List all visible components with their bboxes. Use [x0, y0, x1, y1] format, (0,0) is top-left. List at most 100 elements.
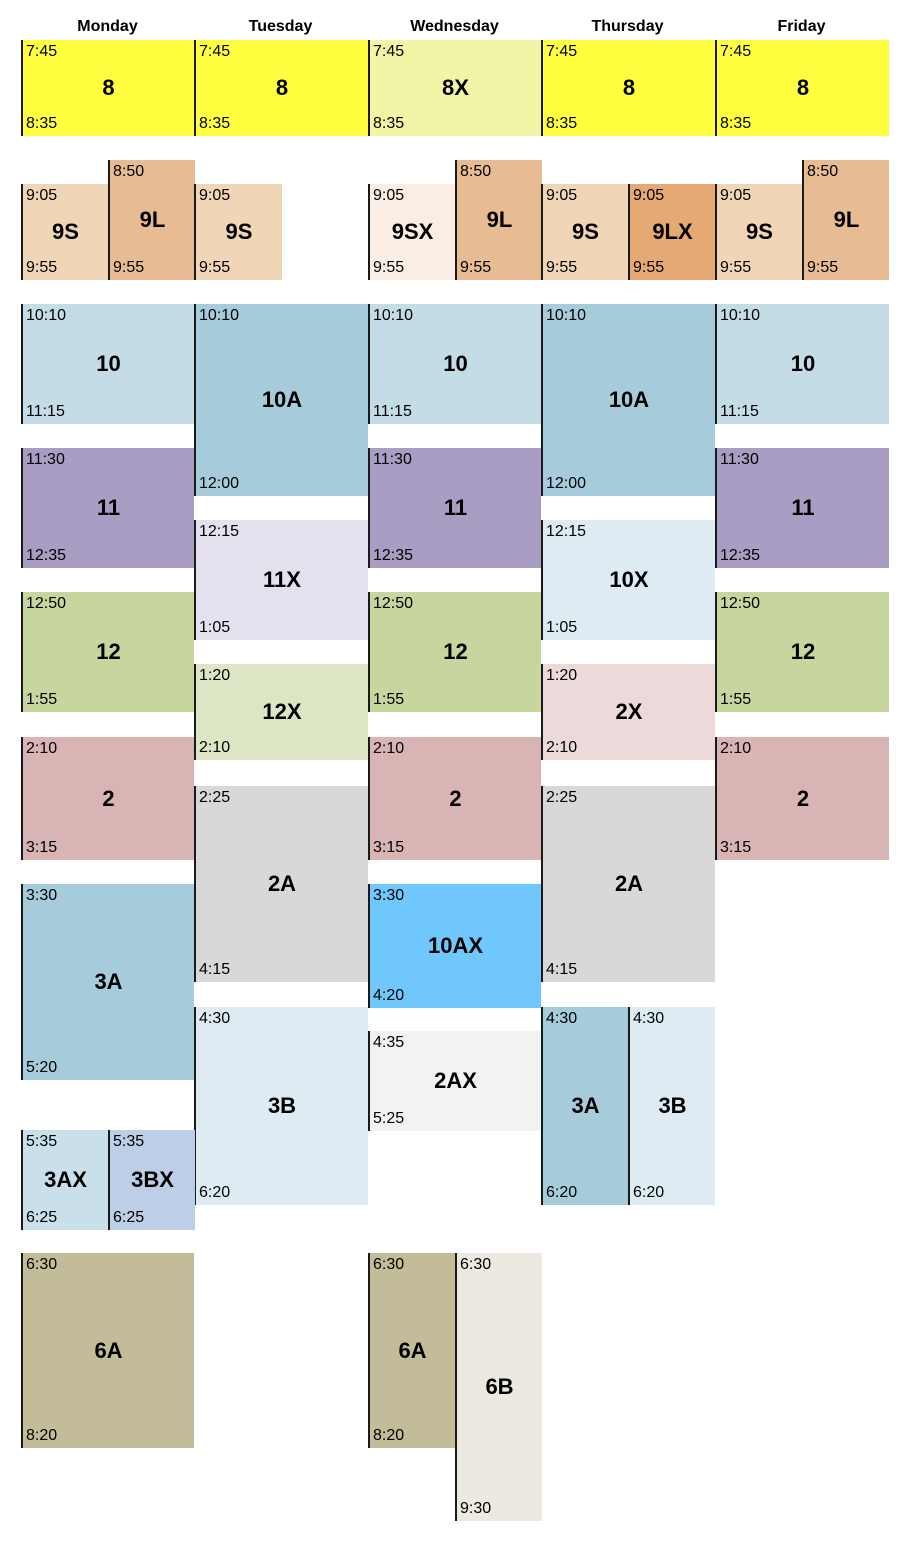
start-time: 12:15 [199, 523, 240, 540]
day-header-wednesday: Wednesday [410, 18, 499, 35]
schedule-block: 2:10 2 3:15 [21, 737, 194, 860]
start-time: 4:30 [633, 1010, 665, 1027]
end-time: 1:55 [720, 691, 752, 708]
schedule-block: 3:30 3A 5:20 [21, 884, 194, 1080]
end-time: 2:10 [199, 739, 231, 756]
block-label: 10A [261, 387, 303, 412]
start-time: 9:05 [373, 187, 405, 204]
schedule-block: 9:05 9LX 9:55 [628, 184, 715, 280]
end-time: 3:15 [720, 839, 752, 856]
block-label: 10 [790, 351, 816, 376]
start-time: 6:30 [26, 1256, 58, 1273]
start-time: 10:10 [546, 307, 587, 324]
end-time: 1:05 [199, 619, 231, 636]
day-header-thursday: Thursday [591, 18, 664, 35]
schedule-block: 9:05 9S 9:55 [21, 184, 108, 280]
start-time: 9:05 [26, 187, 58, 204]
start-time: 7:45 [720, 43, 752, 60]
block-label: 9L [486, 207, 513, 232]
start-time: 2:10 [26, 740, 58, 757]
start-time: 9:05 [633, 187, 665, 204]
schedule-block: 12:50 12 1:55 [715, 592, 889, 712]
schedule-block: 8:50 9L 9:55 [455, 160, 542, 280]
start-time: 12:50 [373, 595, 414, 612]
schedule-block: 2:25 2A 4:15 [541, 786, 715, 982]
end-time: 3:15 [373, 839, 405, 856]
block-label: 8 [796, 75, 810, 100]
start-time: 7:45 [546, 43, 578, 60]
end-time: 6:25 [26, 1209, 58, 1226]
schedule-block: 12:15 10X 1:05 [541, 520, 715, 640]
schedule-block: 7:45 8 8:35 [541, 40, 715, 136]
start-time: 4:35 [373, 1034, 405, 1051]
end-time: 12:00 [199, 475, 240, 492]
start-time: 6:30 [460, 1256, 492, 1273]
block-label: 9S [746, 219, 773, 244]
block-label: 3BX [131, 1167, 174, 1192]
block-label: 12 [443, 639, 468, 664]
schedule-block: 6:30 6A 8:20 [368, 1253, 455, 1448]
block-label: 9LX [652, 219, 693, 244]
schedule-block: 8:50 9L 9:55 [108, 160, 195, 280]
schedule-block: 9:05 9SX 9:55 [368, 184, 455, 280]
block-label: 8X [442, 75, 469, 100]
schedule-block: 9:05 9S 9:55 [194, 184, 282, 280]
start-time: 1:20 [199, 667, 231, 684]
schedule-block: 10:10 10 11:15 [715, 304, 889, 424]
block-label: 2A [614, 871, 644, 896]
start-time: 4:30 [199, 1010, 231, 1027]
schedule-block: 12:50 12 1:55 [368, 592, 541, 712]
schedule-block: 11:30 11 12:35 [715, 448, 889, 568]
schedule-block: 6:30 6A 8:20 [21, 1253, 194, 1448]
end-time: 12:35 [720, 547, 761, 564]
schedule-block: 12:15 11X 1:05 [194, 520, 368, 640]
end-time: 9:55 [113, 259, 145, 276]
schedule-block: 3:30 10AX 4:20 [368, 884, 541, 1008]
block-label: 2X [615, 699, 643, 724]
start-time: 6:30 [373, 1256, 405, 1273]
schedule-block: 7:45 8 8:35 [715, 40, 889, 136]
end-time: 6:20 [633, 1184, 665, 1201]
start-time: 11:30 [720, 451, 759, 468]
start-time: 11:30 [373, 451, 412, 468]
start-time: 8:50 [807, 163, 839, 180]
start-time: 7:45 [373, 43, 405, 60]
start-time: 1:20 [546, 667, 578, 684]
block-label: 11 [791, 495, 815, 520]
schedule-block: 7:45 8X 8:35 [368, 40, 541, 136]
schedule-block: 7:45 8 8:35 [194, 40, 368, 136]
start-time: 10:10 [373, 307, 414, 324]
day-header-friday: Friday [777, 18, 826, 35]
start-time: 2:25 [199, 789, 231, 806]
start-time: 2:10 [720, 740, 752, 757]
block-label: 2 [796, 785, 810, 811]
block-label: 12 [96, 639, 121, 664]
end-time: 11:15 [720, 403, 759, 420]
end-time: 1:05 [546, 619, 578, 636]
schedule-block: 8:50 9L 9:55 [802, 160, 889, 280]
schedule-block: 10:10 10 11:15 [368, 304, 541, 424]
schedule-block: 7:45 8 8:35 [21, 40, 194, 136]
end-time: 11:15 [26, 403, 65, 420]
schedule-block: 10:10 10A 12:00 [541, 304, 715, 496]
block-label: 3B [267, 1093, 297, 1118]
start-time: 2:10 [373, 740, 405, 757]
schedule-block: 4:30 3A 6:20 [541, 1007, 628, 1205]
block-label: 10A [608, 387, 650, 412]
start-time: 10:10 [199, 307, 240, 324]
block-label: 2 [102, 785, 115, 811]
schedule-block: 2:25 2A 4:15 [194, 786, 368, 982]
start-time: 9:05 [720, 187, 752, 204]
start-time: 5:35 [113, 1133, 145, 1150]
start-time: 7:45 [199, 43, 231, 60]
end-time: 6:25 [113, 1209, 145, 1226]
block-label: 10X [609, 567, 649, 592]
end-time: 8:35 [546, 115, 578, 132]
end-time: 9:55 [373, 259, 405, 276]
day-header-tuesday: Tuesday [248, 18, 313, 35]
schedule-block: 6:30 6B 9:30 [455, 1253, 542, 1521]
schedule-block: 2:10 2 3:15 [368, 737, 541, 860]
start-time: 4:30 [546, 1010, 578, 1027]
block-label: 6A [94, 1337, 123, 1363]
schedule-block: 1:20 12X 2:10 [194, 664, 368, 760]
